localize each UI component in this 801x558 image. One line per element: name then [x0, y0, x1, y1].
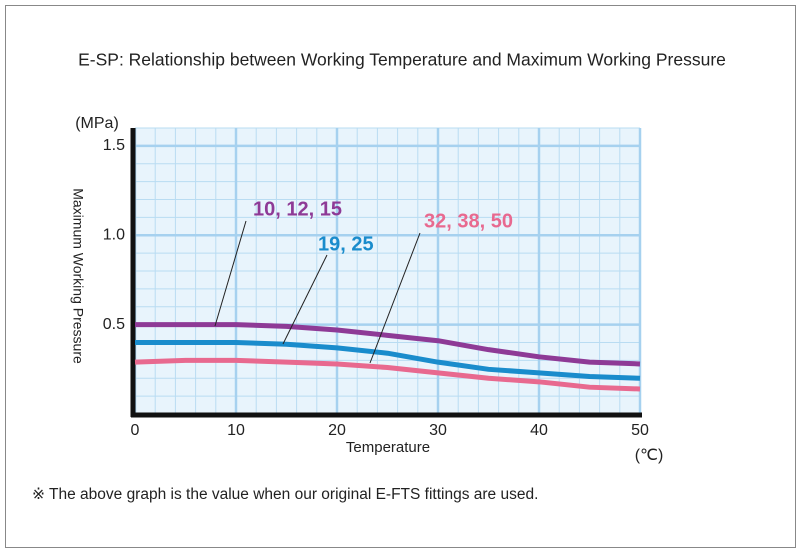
series-line [134, 357, 641, 392]
series-label: 10, 12, 15 [253, 198, 342, 220]
series-label: 19, 25 [318, 233, 374, 255]
leader-line [282, 254, 328, 345]
x-tick-label: 30 [429, 422, 447, 439]
series-label: 32, 38, 50 [424, 210, 513, 232]
x-axis-label: Temperature [346, 439, 430, 456]
x-tick-label: 50 [631, 422, 649, 439]
leader-line [369, 232, 421, 364]
y-axis-label: Maximum Working Pressure [70, 188, 86, 364]
x-tick-label: 20 [328, 422, 346, 439]
y-tick-label: 1.5 [103, 137, 125, 154]
x-unit: (℃) [635, 447, 664, 464]
series-line [135, 322, 641, 367]
y-tick-label: 1.0 [103, 226, 125, 243]
plot-area [133, 127, 642, 415]
x-tick-label: 10 [227, 422, 245, 439]
x-tick-label: 40 [530, 422, 548, 439]
series-line [135, 340, 641, 381]
x-tick-label: 0 [131, 422, 140, 439]
chart-title: E-SP: Relationship between Working Tempe… [78, 50, 726, 70]
y-unit: (MPa) [75, 115, 119, 132]
leader-line [214, 220, 247, 327]
footnote: ※ The above graph is the value when our … [32, 486, 538, 503]
y-tick-label: 0.5 [103, 316, 125, 333]
